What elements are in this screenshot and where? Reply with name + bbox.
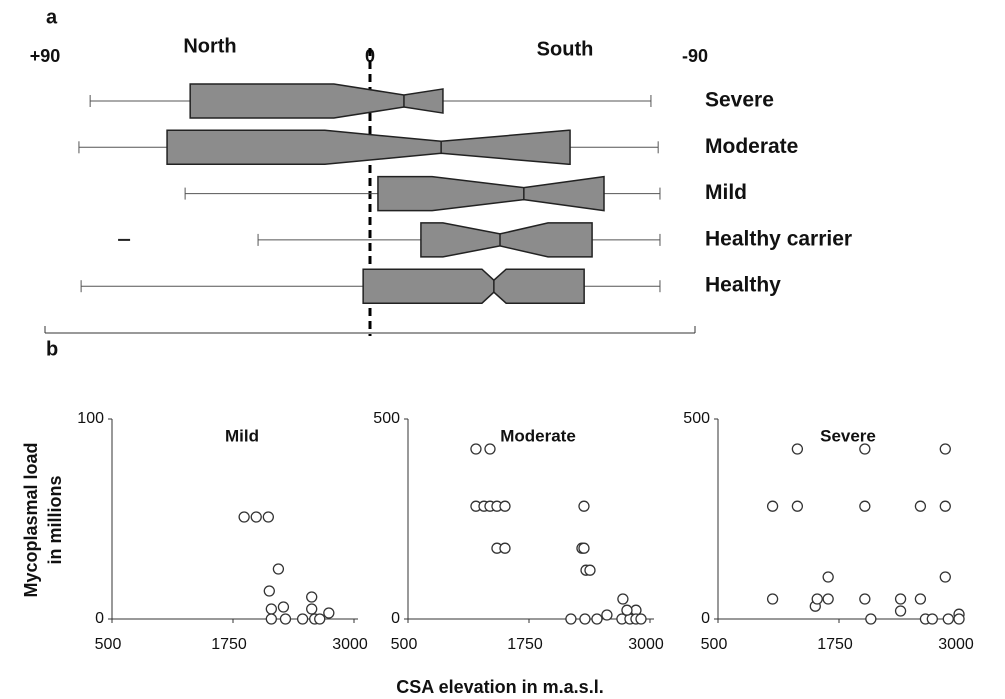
point <box>470 443 482 455</box>
x-tick-label: 500 <box>391 636 418 653</box>
point <box>279 613 292 625</box>
point <box>499 542 511 554</box>
x-tick-label: 3000 <box>628 636 664 653</box>
point <box>265 603 277 615</box>
point <box>579 613 591 625</box>
point <box>238 511 250 523</box>
point <box>578 500 590 512</box>
annotation: South <box>537 38 594 60</box>
point <box>601 609 613 621</box>
x-tick-label: 3000 <box>938 636 974 653</box>
chart-title: Moderate <box>500 426 576 445</box>
x-axis-title: CSA elevation in m.a.s.l. <box>396 677 603 697</box>
point <box>565 613 577 625</box>
point <box>306 603 318 615</box>
x-tick-label: 1750 <box>817 636 853 653</box>
point <box>621 604 633 616</box>
category-label: Severe <box>705 89 774 112</box>
point <box>859 500 871 512</box>
y-tick-label: 0 <box>701 610 710 627</box>
point <box>578 542 590 554</box>
y-tick-label: 500 <box>683 410 710 427</box>
box <box>420 222 593 258</box>
point <box>859 443 871 455</box>
point <box>865 613 877 625</box>
chart-title: Mild <box>225 426 259 445</box>
point <box>811 593 823 605</box>
box <box>166 129 571 166</box>
category-label: Mild <box>705 181 747 204</box>
point <box>314 613 326 625</box>
x-tick-label: -90 <box>682 46 708 66</box>
point <box>859 593 871 605</box>
point <box>635 613 647 625</box>
point <box>926 613 938 625</box>
y-tick-label: 0 <box>95 610 104 627</box>
point <box>894 593 907 605</box>
point <box>939 571 951 583</box>
point <box>262 511 274 523</box>
point <box>939 500 951 512</box>
point <box>894 605 907 617</box>
box <box>377 175 605 212</box>
x-tick-label: 3000 <box>332 636 368 653</box>
point <box>791 500 804 512</box>
box <box>362 268 585 304</box>
point <box>323 607 335 619</box>
point <box>953 613 965 625</box>
point <box>791 443 804 455</box>
x-tick-label: 500 <box>701 636 728 653</box>
point <box>766 500 779 512</box>
y-tick-label: 500 <box>373 410 400 427</box>
x-tick-label: 1750 <box>211 636 247 653</box>
point <box>306 591 318 603</box>
point <box>914 500 927 512</box>
point <box>584 564 596 576</box>
point <box>499 500 511 512</box>
point <box>822 593 834 605</box>
x-tick-label: 500 <box>95 636 122 653</box>
point <box>766 593 779 605</box>
point <box>296 613 309 625</box>
point <box>265 613 277 625</box>
y-tick-label: 0 <box>391 610 400 627</box>
point <box>250 511 262 523</box>
y-tick-label: 100 <box>77 410 104 427</box>
point <box>484 443 496 455</box>
point <box>263 585 275 597</box>
box <box>189 83 444 119</box>
y-axis-title: in millions <box>45 475 65 564</box>
annotation: North <box>183 35 236 57</box>
point <box>277 601 290 613</box>
chart-title: Severe <box>820 426 876 445</box>
point <box>591 613 603 625</box>
point <box>272 563 285 575</box>
category-label: Moderate <box>705 135 798 158</box>
point <box>914 593 927 605</box>
x-tick-label: 1750 <box>507 636 543 653</box>
point <box>942 613 954 625</box>
point <box>939 443 951 455</box>
category-label: Healthy carrier <box>705 227 852 250</box>
category-label: Healthy <box>705 274 781 297</box>
panel-label: a <box>46 6 58 28</box>
x-tick-label: +90 <box>30 46 61 66</box>
panel-label: b <box>46 338 58 360</box>
y-axis-title: Mycoplasmal load <box>21 442 41 597</box>
point <box>822 571 834 583</box>
point <box>617 593 629 605</box>
